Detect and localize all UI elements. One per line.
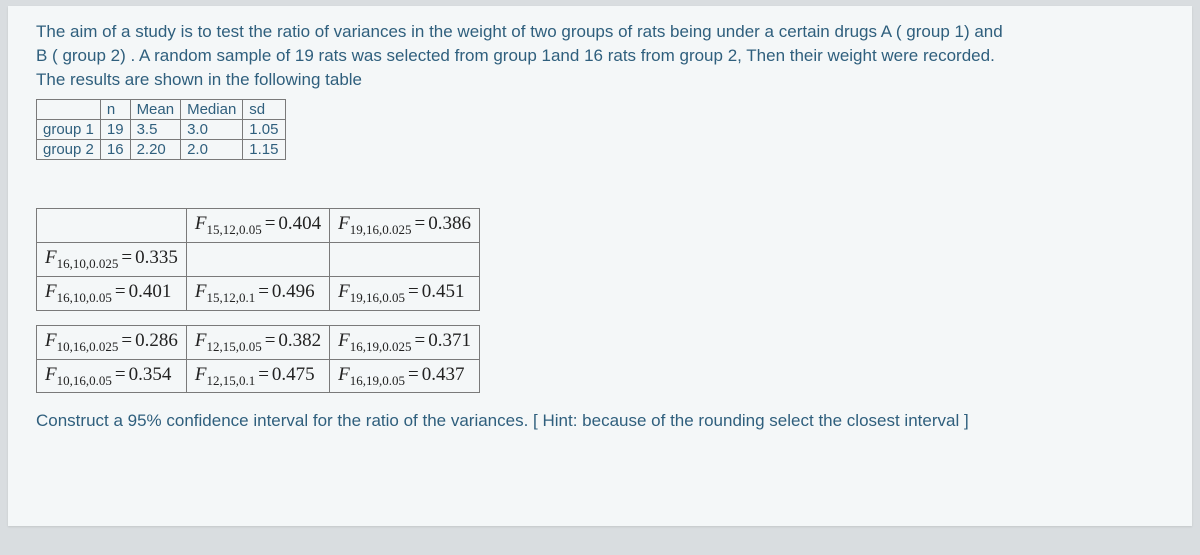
prompt-line-1: The aim of a study is to test the ratio …	[36, 22, 1003, 41]
cell-sd: 1.15	[243, 140, 285, 160]
table-row: group 1 19 3.5 3.0 1.05	[37, 120, 286, 140]
cell-sd: 1.05	[243, 120, 285, 140]
cell-group: group 2	[37, 140, 101, 160]
cell-n: 16	[100, 140, 130, 160]
prompt-text: The aim of a study is to test the ratio …	[36, 20, 1164, 91]
cell-n: 19	[100, 120, 130, 140]
question-sheet: The aim of a study is to test the ratio …	[8, 6, 1192, 526]
fcell-empty	[330, 243, 480, 277]
header-mean: Mean	[130, 100, 181, 120]
prompt-line-2: B ( group 2) . A random sample of 19 rat…	[36, 46, 995, 65]
fcell: F16,10,0.05=0.401	[37, 276, 187, 310]
f-critical-table-upper: F15,12,0.05=0.404 F19,16,0.025=0.386 F16…	[36, 208, 480, 310]
fcell: F16,19,0.05=0.437	[330, 359, 480, 393]
fcell: F10,16,0.025=0.286	[37, 325, 187, 359]
header-median: Median	[181, 100, 243, 120]
fcell: F19,16,0.05=0.451	[330, 276, 480, 310]
fcell: F19,16,0.025=0.386	[330, 209, 480, 243]
f-critical-table-lower: F10,16,0.025=0.286 F12,15,0.05=0.382 F16…	[36, 325, 480, 394]
fcell: F12,15,0.1=0.475	[186, 359, 329, 393]
summary-stats-table: n Mean Median sd group 1 19 3.5 3.0 1.05…	[36, 99, 286, 160]
fcell: F16,10,0.025=0.335	[37, 243, 187, 277]
cell-median: 2.0	[181, 140, 243, 160]
fcell: F10,16,0.05=0.354	[37, 359, 187, 393]
fcell: F15,12,0.1=0.496	[186, 276, 329, 310]
header-blank	[37, 100, 101, 120]
prompt-line-3: The results are shown in the following t…	[36, 70, 362, 89]
header-sd: sd	[243, 100, 285, 120]
fcell: F15,12,0.05=0.404	[186, 209, 329, 243]
cell-median: 3.0	[181, 120, 243, 140]
fcell: F12,15,0.05=0.382	[186, 325, 329, 359]
header-n: n	[100, 100, 130, 120]
cell-mean: 3.5	[130, 120, 181, 140]
cell-mean: 2.20	[130, 140, 181, 160]
fcell-empty	[37, 209, 187, 243]
question-text: Construct a 95% confidence interval for …	[36, 411, 1164, 431]
cell-group: group 1	[37, 120, 101, 140]
fcell-empty	[186, 243, 329, 277]
table-row: group 2 16 2.20 2.0 1.15	[37, 140, 286, 160]
fcell: F16,19,0.025=0.371	[330, 325, 480, 359]
table-header-row: n Mean Median sd	[37, 100, 286, 120]
